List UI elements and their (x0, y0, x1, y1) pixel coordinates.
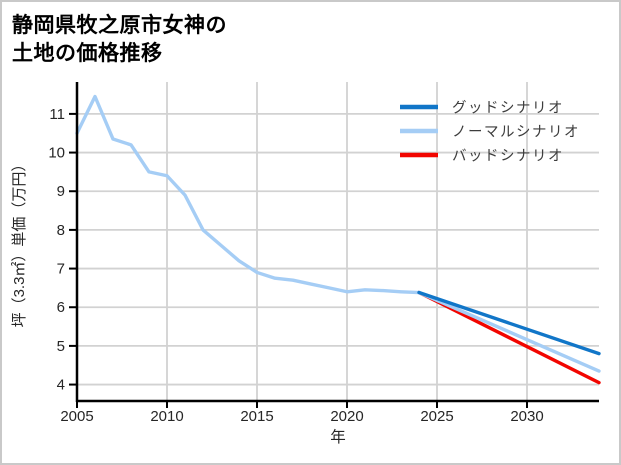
x-axis-title: 年 (330, 428, 346, 446)
series-line-normal (75, 94, 601, 373)
legend-label: バッドシナリオ (452, 149, 564, 165)
y-axis-title: 坪（3.3㎡）単価（万円） (11, 157, 28, 328)
x-tick-label: 2005 (60, 408, 93, 425)
y-tick-label: 7 (57, 261, 65, 278)
chart-title-line1: 静岡県牧之原市女神の (12, 14, 227, 37)
x-tick-label: 2015 (240, 408, 273, 425)
y-tick-label: 10 (48, 145, 65, 162)
x-tick-label: 2010 (150, 408, 183, 425)
legend-label: ノーマルシナリオ (452, 125, 580, 141)
y-tick-label: 9 (57, 183, 65, 200)
x-tick-label: 2025 (420, 408, 453, 425)
series-line-bad (417, 290, 601, 385)
legend-label: グッドシナリオ (452, 100, 564, 117)
y-tick-label: 11 (49, 106, 65, 123)
chart-title: 静岡県牧之原市女神の 土地の価格推移 (12, 12, 227, 68)
y-tick-label: 4 (57, 377, 65, 394)
series-line-good (417, 290, 601, 356)
y-tick-label: 6 (57, 299, 65, 316)
x-tick-label: 2020 (330, 408, 363, 425)
chart-title-line2: 土地の価格推移 (12, 42, 163, 65)
y-tick-label: 5 (57, 338, 65, 355)
x-tick-label: 2030 (510, 408, 543, 425)
y-tick-label: 8 (57, 222, 65, 239)
